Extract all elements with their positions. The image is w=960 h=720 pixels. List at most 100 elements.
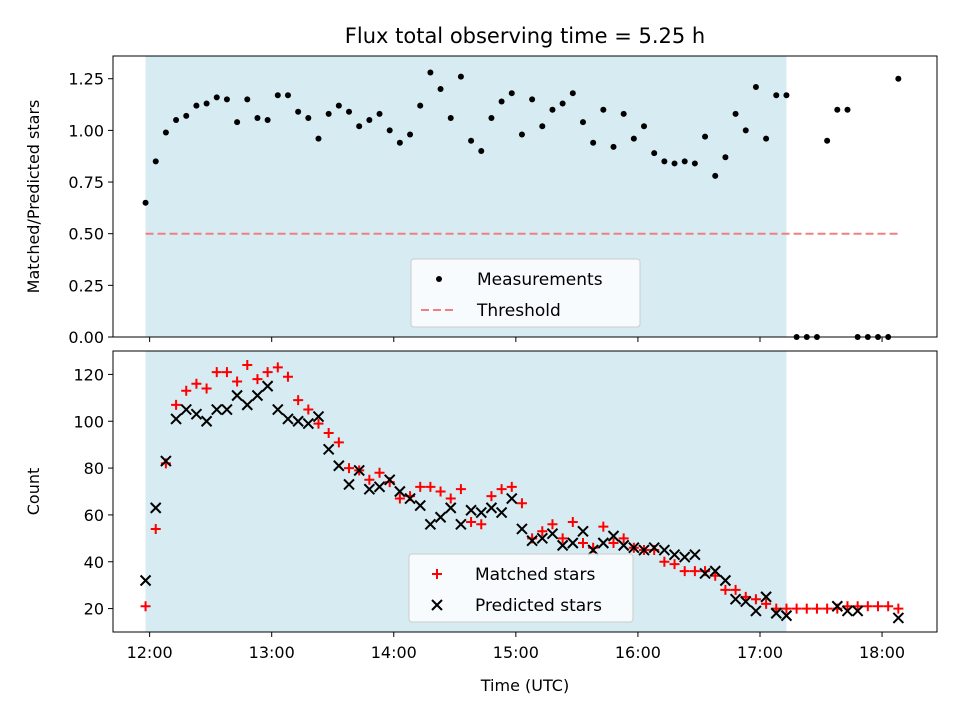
data-point <box>221 367 232 378</box>
data-point <box>495 506 508 519</box>
x-tick-label: 12:00 <box>127 643 173 662</box>
data-point <box>465 504 477 516</box>
data-point <box>152 158 159 165</box>
data-point <box>719 574 732 587</box>
data-point <box>569 90 576 97</box>
data-point <box>190 408 203 420</box>
chart-title: Flux total observing time = 5.25 h <box>345 24 705 48</box>
data-point <box>353 464 365 477</box>
data-point <box>325 110 332 117</box>
data-point <box>567 516 578 527</box>
data-point <box>485 502 498 514</box>
data-point <box>254 114 261 121</box>
legend-box <box>408 553 634 623</box>
data-point <box>173 117 180 124</box>
data-point <box>374 467 385 478</box>
data-point <box>476 519 487 530</box>
data-point <box>262 367 273 378</box>
data-point <box>529 96 536 103</box>
data-point <box>447 114 454 121</box>
data-point <box>417 102 424 109</box>
data-point <box>445 493 456 504</box>
data-point <box>211 403 223 416</box>
data-point <box>333 437 344 448</box>
data-point <box>536 532 549 545</box>
y-axis-label: Matched/Predicted stars <box>24 100 43 294</box>
data-point <box>171 399 182 410</box>
legend-swatch <box>432 569 442 579</box>
y-tick-label: 60 <box>84 506 104 525</box>
data-point <box>150 523 161 534</box>
legend-label: Matched stars <box>475 565 595 585</box>
data-point <box>763 135 770 142</box>
data-point <box>376 110 383 117</box>
data-point <box>608 538 619 549</box>
data-point <box>579 119 586 126</box>
data-point <box>851 605 864 617</box>
data-point <box>641 123 648 130</box>
data-point <box>630 135 637 142</box>
data-point <box>241 399 253 411</box>
data-point <box>872 601 883 612</box>
legend-label: Threshold <box>476 301 561 321</box>
data-point <box>722 154 729 161</box>
data-point <box>231 389 243 402</box>
y-tick-label: 0.25 <box>68 276 104 295</box>
data-point <box>305 114 312 121</box>
data-point <box>201 383 212 394</box>
data-point <box>671 160 678 167</box>
data-point <box>895 75 902 82</box>
data-point <box>343 478 355 491</box>
data-point <box>781 603 792 614</box>
y-tick-label: 40 <box>84 553 104 572</box>
data-point <box>366 117 373 124</box>
data-point <box>274 92 281 99</box>
y-tick-label: 0.50 <box>68 225 104 244</box>
data-point <box>356 123 363 130</box>
y-tick-label: 120 <box>73 365 104 384</box>
data-point <box>893 603 904 614</box>
data-point <box>203 100 210 107</box>
data-point <box>386 127 393 134</box>
data-point <box>488 114 495 121</box>
data-point <box>518 131 525 138</box>
legend-swatch <box>436 276 442 282</box>
data-point <box>486 491 497 502</box>
data-point <box>556 539 569 552</box>
data-point <box>783 92 790 99</box>
data-point <box>303 404 314 415</box>
data-point <box>323 427 334 438</box>
data-point <box>437 86 444 93</box>
data-point <box>445 502 457 514</box>
data-point <box>689 566 700 577</box>
data-point <box>344 463 355 474</box>
data-point <box>333 460 345 472</box>
data-point <box>537 526 548 537</box>
data-point <box>773 92 780 99</box>
y-tick-label: 0.00 <box>68 328 104 347</box>
data-point <box>760 591 772 603</box>
data-point <box>252 374 263 385</box>
data-point <box>831 600 844 612</box>
data-point <box>567 537 579 549</box>
legend-label: Predicted stars <box>475 596 602 616</box>
y-tick-label: 80 <box>84 459 104 478</box>
axes-frame <box>112 55 938 338</box>
data-point <box>221 403 233 416</box>
data-point <box>618 533 629 544</box>
data-point <box>183 112 190 119</box>
data-point <box>282 371 293 382</box>
data-point <box>244 96 251 103</box>
legend-swatch <box>431 599 443 611</box>
data-point <box>740 595 752 608</box>
data-point <box>302 417 315 430</box>
data-point <box>457 73 464 80</box>
data-point <box>659 556 670 567</box>
data-point <box>142 199 149 206</box>
data-point <box>892 612 905 624</box>
data-point <box>668 549 681 561</box>
data-point <box>193 102 200 109</box>
data-point <box>160 455 172 467</box>
data-point <box>162 129 169 136</box>
x-tick-label: 14:00 <box>371 643 417 662</box>
